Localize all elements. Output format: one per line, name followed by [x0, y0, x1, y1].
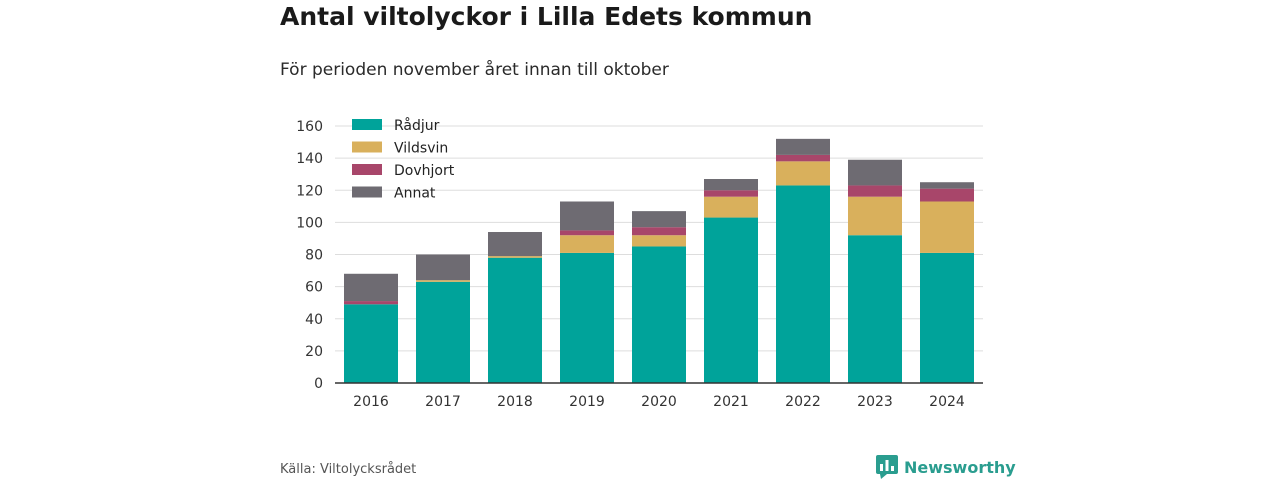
bar-segment-rådjur-2022: [776, 185, 830, 383]
legend-swatch: [352, 141, 382, 153]
y-tick-label: 160: [296, 119, 323, 135]
legend-swatch: [352, 186, 382, 198]
legend-label: Annat: [394, 186, 436, 202]
bars: [344, 138, 974, 383]
bar-segment-annat-2018: [488, 232, 542, 257]
bar-segment-rådjur-2019: [560, 252, 614, 383]
bar-segment-dovhjort-2023: [848, 185, 902, 197]
bar-segment-rådjur-2023: [848, 235, 902, 383]
y-tick-label: 0: [314, 376, 323, 392]
x-tick-label: 2020: [641, 394, 677, 410]
bar-segment-annat-2024: [920, 182, 974, 189]
bar-segment-vildsvin-2018: [488, 256, 542, 258]
y-tick-label: 100: [296, 215, 323, 231]
legend: Rådjur Vildsvin Dovhjort Annat: [352, 117, 455, 202]
bar-segment-dovhjort-2016: [344, 301, 398, 305]
bar-segment-vildsvin-2019: [560, 235, 614, 253]
legend-label: Dovhjort: [394, 163, 455, 179]
bar-segment-rådjur-2024: [920, 252, 974, 383]
bar-segment-dovhjort-2024: [920, 188, 974, 202]
x-tick-label: 2019: [569, 394, 605, 410]
x-tick-label: 2023: [857, 394, 893, 410]
bar-segment-rådjur-2016: [344, 304, 398, 383]
x-tick-label: 2017: [425, 394, 461, 410]
brand-name: Newsworthy: [904, 457, 1016, 477]
bar-segment-rådjur-2021: [704, 217, 758, 383]
y-tick-label: 40: [305, 312, 323, 328]
bar-segment-dovhjort-2021: [704, 190, 758, 197]
bar-segment-annat-2021: [704, 179, 758, 191]
legend-label: Rådjur: [394, 117, 440, 134]
bar-segment-annat-2016: [344, 273, 398, 302]
brand-logo: Newsworthy: [876, 455, 1016, 479]
bar-segment-annat-2019: [560, 201, 614, 231]
legend-item: Dovhjort: [352, 163, 455, 179]
x-tick-label: 2021: [713, 394, 749, 410]
bar-chart-speech-icon: [876, 455, 898, 479]
bar-segment-rådjur-2020: [632, 246, 686, 383]
y-tick-label: 60: [305, 280, 323, 296]
x-tick-label: 2018: [497, 394, 533, 410]
bar-segment-annat-2017: [416, 254, 470, 281]
y-tick-label: 120: [296, 183, 323, 199]
legend-swatch: [352, 164, 382, 175]
x-tick-label: 2024: [929, 394, 965, 410]
bar-segment-vildsvin-2017: [416, 280, 470, 282]
y-tick-label: 140: [296, 151, 323, 167]
bar-segment-dovhjort-2019: [560, 230, 614, 236]
legend-label: Vildsvin: [394, 141, 448, 157]
chart-subtitle: För perioden november året innan till ok…: [280, 60, 669, 80]
bar-segment-vildsvin-2021: [704, 196, 758, 218]
source-note: Källa: Viltolycksrådet: [280, 462, 417, 477]
y-axis: 0 20 40 60 80 100 120 140 160: [296, 119, 323, 392]
chart-title: Antal viltolyckor i Lilla Edets kommun: [280, 2, 813, 31]
bar-segment-annat-2020: [632, 211, 686, 228]
bar-segment-rådjur-2017: [416, 281, 470, 383]
bar-segment-vildsvin-2024: [920, 201, 974, 253]
x-tick-label: 2016: [353, 394, 389, 410]
y-tick-label: 80: [305, 248, 323, 264]
bar-segment-annat-2023: [848, 159, 902, 186]
bar-segment-vildsvin-2020: [632, 235, 686, 247]
legend-item: Vildsvin: [352, 141, 448, 157]
bar-segment-rådjur-2018: [488, 257, 542, 383]
y-tick-label: 20: [305, 344, 323, 360]
bar-segment-dovhjort-2020: [632, 227, 686, 236]
legend-item: Annat: [352, 186, 436, 202]
x-axis: 2016 2017 2018 2019 2020 2021 2022 2023 2024: [335, 382, 983, 410]
legend-swatch: [352, 119, 382, 130]
bar-segment-vildsvin-2022: [776, 161, 830, 186]
bar-segment-vildsvin-2023: [848, 196, 902, 236]
bar-segment-dovhjort-2022: [776, 154, 830, 162]
x-tick-label: 2022: [785, 394, 821, 410]
legend-item: Rådjur: [352, 117, 440, 134]
bar-segment-annat-2022: [776, 138, 830, 155]
